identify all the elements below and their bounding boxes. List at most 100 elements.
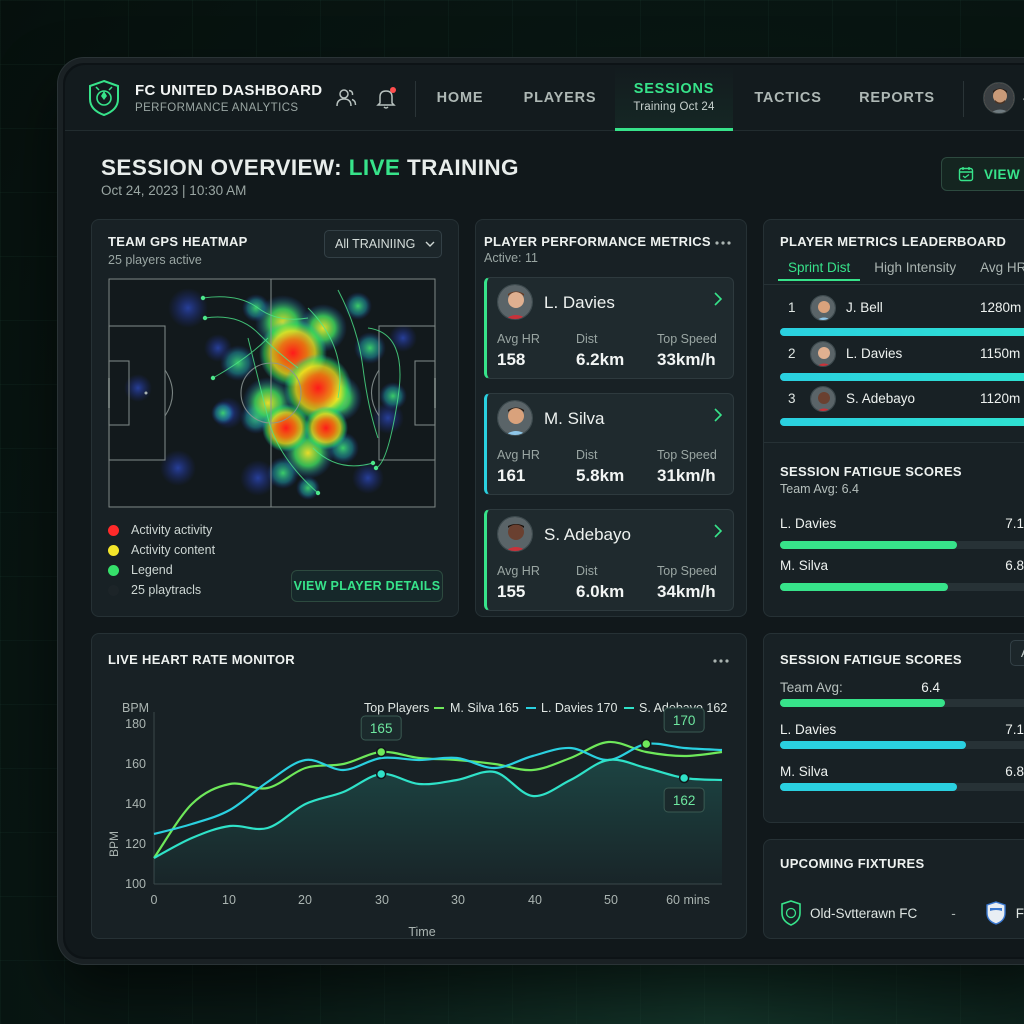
- more-options-icon[interactable]: [712, 658, 730, 664]
- player-avatar: [497, 400, 533, 436]
- player-name: L. Davies: [846, 346, 903, 361]
- leaderboard-row[interactable]: 3 S. Adebayo 1120m: [780, 385, 1024, 415]
- metric-value: 1150m: [980, 346, 1021, 361]
- view-events-button[interactable]: VIEW EI: [941, 157, 1024, 191]
- tab-high-intensity[interactable]: High Intensity: [874, 260, 957, 275]
- fatigue-row: L. Davies 7.1: [780, 722, 1024, 749]
- player-card-davies[interactable]: L. Davies Avg HR 158 Dist 6.2km Top Speed 3…: [484, 277, 734, 379]
- callout-label: 162: [673, 793, 696, 808]
- fatigue-score: 6.8: [1005, 764, 1024, 779]
- stat-label: Dist: [576, 564, 598, 578]
- x-tick-label: 10: [222, 893, 236, 907]
- data-point: [375, 746, 387, 758]
- value-callout: [663, 787, 705, 813]
- leaderboard-row[interactable]: 1 J. Bell 1280m: [780, 294, 1024, 324]
- pitch-heatmap[interactable]: [108, 278, 436, 508]
- metric-bar: [780, 373, 1024, 381]
- fatigue2-title: SESSION FATIGUE SCORES: [780, 652, 962, 667]
- heatmap-legend: Activity activity Activity content Legen…: [108, 520, 215, 600]
- legend-item: Activity content: [108, 540, 215, 560]
- metric-bar: [780, 328, 1024, 336]
- tab-sessions-label: SESSIONS: [633, 80, 715, 97]
- fatigue-bar-fill: [780, 583, 948, 591]
- tab-divider: [764, 284, 1024, 285]
- stat-label: Top Speed: [657, 332, 717, 346]
- main-tabs: HOME PLAYERS SESSIONS Training Oct 24 TA…: [415, 65, 951, 131]
- player-card-adebayo[interactable]: S. Adebayo Avg HR 155 Dist 6.0km Top Speed…: [484, 509, 734, 611]
- fatigue-bar-fill: [780, 699, 945, 707]
- fixture-row[interactable]: Old-Svtterawn FC - FC: [780, 900, 1024, 926]
- leaderboard-tabs: Sprint Dist High Intensity Avg HR: [778, 260, 1024, 281]
- series-line-2: [153, 758, 723, 859]
- fatigue-player: M. Silva: [780, 558, 829, 573]
- player-card-silva[interactable]: M. Silva Avg HR 161 Dist 5.8km Top Speed 31…: [484, 393, 734, 495]
- tab-reports[interactable]: REPORTS: [843, 65, 951, 131]
- fatigue-title: SESSION FATIGUE SCORES: [780, 464, 962, 479]
- tab-avg-hr[interactable]: Avg HR: [980, 260, 1024, 275]
- legend-swatch: [108, 564, 119, 576]
- metric-bar-fill: [780, 418, 1024, 426]
- stat-avg-hr: Avg HR 155: [497, 564, 540, 602]
- more-options-icon[interactable]: [714, 240, 732, 246]
- heatmap-title: TEAM GPS HEATMAP: [108, 234, 248, 249]
- performance-title: PLAYER PERFORMANCE METRICS: [484, 234, 711, 249]
- legend-label: Activity content: [131, 543, 216, 557]
- rank: 2: [788, 346, 796, 361]
- chevron-down-icon: [425, 241, 435, 247]
- team-icon[interactable]: [335, 87, 357, 109]
- brand[interactable]: FC UNITED DASHBOARD PERFORMANCE ANALYTIC…: [87, 79, 322, 117]
- stat-avg-hr: Avg HR 158: [497, 332, 540, 370]
- x-tick-label: 20: [298, 893, 312, 907]
- y-tick-label: 100: [125, 877, 146, 891]
- legend-item: Activity activity: [108, 520, 215, 540]
- metric-bar-fill: [780, 373, 1024, 381]
- app-title: FC UNITED DASHBOARD: [135, 82, 323, 99]
- tab-sprint-dist[interactable]: Sprint Dist: [778, 260, 861, 281]
- y-tick-label: 180: [125, 717, 146, 731]
- tab-sessions[interactable]: SESSIONS Training Oct 24: [615, 65, 733, 131]
- fatigue-bar: [780, 783, 1024, 791]
- user-avatar[interactable]: [983, 82, 1015, 114]
- calendar-icon: [958, 167, 974, 182]
- y-tick-label: 120: [125, 837, 146, 851]
- screen: FC UNITED DASHBOARD PERFORMANCE ANALYTIC…: [65, 65, 1024, 957]
- stat-top-speed: Top Speed 33km/h: [657, 332, 717, 370]
- tab-tactics[interactable]: TACTICS: [733, 65, 843, 131]
- fatigue-score: 6.4: [921, 680, 940, 695]
- fatigue-filter-button[interactable]: A: [1010, 640, 1024, 666]
- player-name: S. Adebayo: [544, 525, 631, 544]
- stat-label: Top Speed: [657, 448, 717, 462]
- player-name: J. Bell: [846, 300, 883, 315]
- value-callout: [360, 715, 402, 741]
- leaderboard-title: PLAYER METRICS LEADERBOARD: [780, 234, 1007, 249]
- bell-icon[interactable]: [375, 87, 397, 109]
- stat-label: Avg HR: [497, 564, 540, 578]
- fatigue-score: 6.8: [1005, 558, 1024, 573]
- fixture-separator: -: [951, 905, 956, 921]
- heart-rate-chart[interactable]: BPM Top Players M. Silva 165 L. Davies 1…: [92, 674, 748, 940]
- tab-players[interactable]: PLAYERS: [505, 65, 615, 131]
- view-button-label: VIEW EI: [984, 166, 1024, 182]
- tab-home[interactable]: HOME: [415, 65, 505, 131]
- callout-label: 165: [370, 721, 393, 736]
- session-filter-dropdown[interactable]: All TRAINIING: [324, 230, 442, 258]
- fatigue-player: Team Avg:: [780, 680, 843, 695]
- legend-swatch: [108, 544, 119, 556]
- data-point: [641, 738, 652, 750]
- stat-label: Avg HR: [497, 332, 540, 346]
- away-club-crest-icon: [986, 901, 1006, 925]
- stat-top-speed: Top Speed 34km/h: [657, 564, 717, 602]
- x-tick-label: 40: [528, 893, 542, 907]
- home-club-crest-icon: [781, 900, 801, 926]
- x-axis-label: Time: [408, 925, 435, 939]
- view-player-details-button[interactable]: VIEW PLAYER DETAILS: [291, 570, 443, 602]
- data-point: [678, 772, 690, 784]
- legend-item: 25 playtracls: [108, 580, 215, 600]
- stat-value: 161: [497, 466, 526, 485]
- leaderboard-row[interactable]: 2 L. Davies 1150m: [780, 340, 1024, 370]
- stat-distance: Dist 6.0km: [576, 564, 624, 602]
- tab-reports-label: REPORTS: [859, 90, 935, 106]
- fatigue-bar-fill: [780, 741, 966, 749]
- stat-label: Avg HR: [497, 448, 540, 462]
- metric-value: 1280m: [980, 300, 1022, 315]
